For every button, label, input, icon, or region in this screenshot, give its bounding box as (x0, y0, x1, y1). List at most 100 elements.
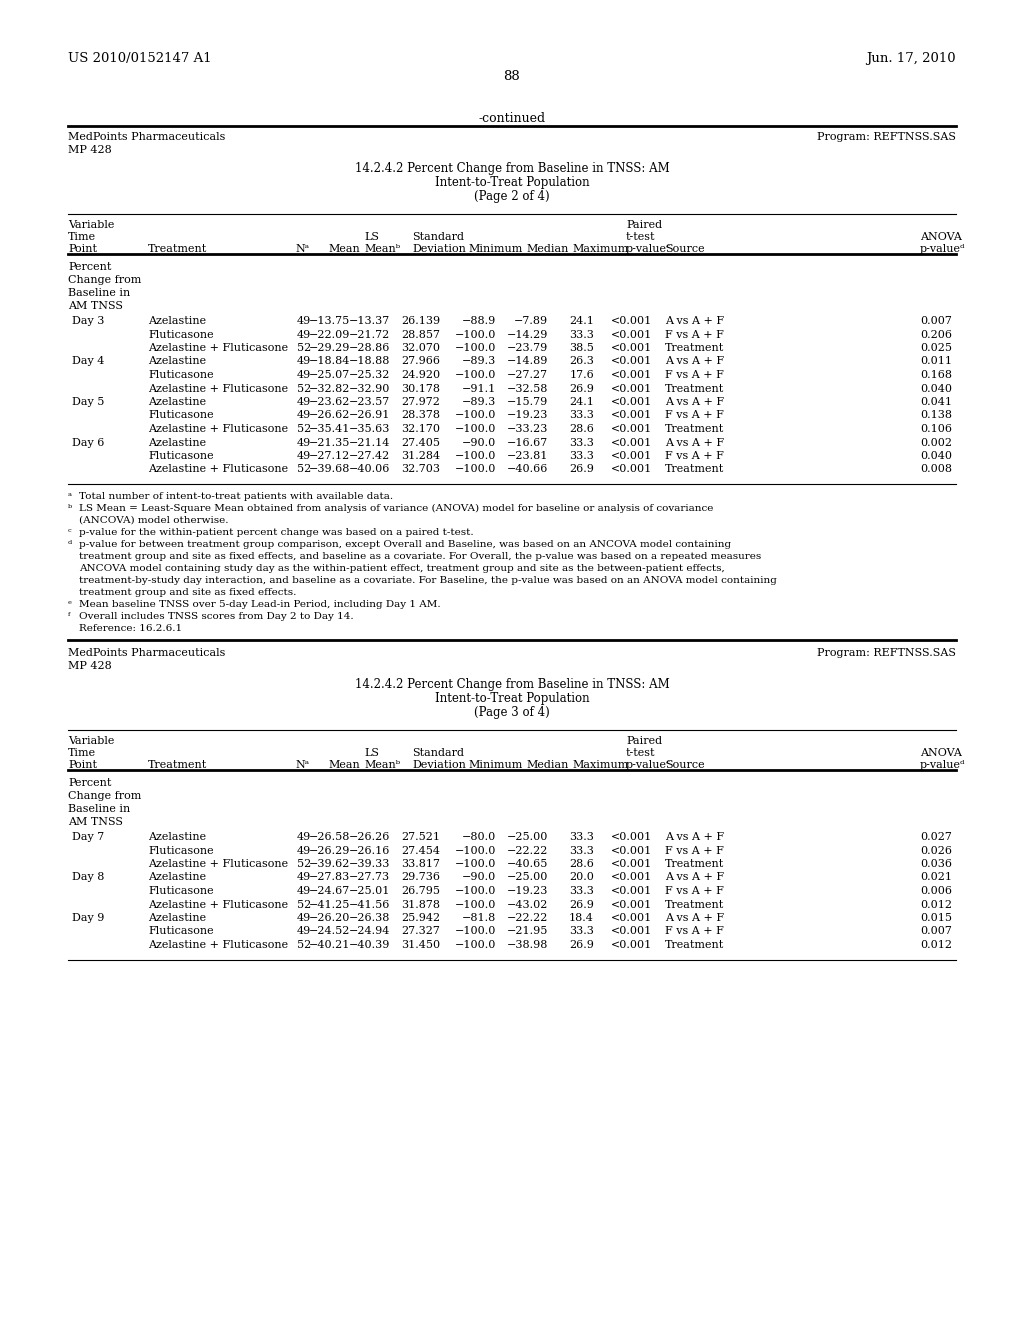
Text: Program: REFTNSS.SAS: Program: REFTNSS.SAS (817, 648, 956, 657)
Text: −27.27: −27.27 (507, 370, 548, 380)
Text: A vs A + F: A vs A + F (665, 356, 724, 367)
Text: LS: LS (364, 232, 379, 242)
Text: 0.011: 0.011 (920, 356, 952, 367)
Text: −13.37: −13.37 (349, 315, 390, 326)
Text: -continued: -continued (478, 112, 546, 125)
Text: MedPoints Pharmaceuticals: MedPoints Pharmaceuticals (68, 648, 225, 657)
Text: 0.008: 0.008 (920, 465, 952, 474)
Text: <0.001: <0.001 (610, 370, 652, 380)
Text: −24.52: −24.52 (308, 927, 350, 936)
Text: 0.012: 0.012 (920, 899, 952, 909)
Text: <0.001: <0.001 (610, 424, 652, 434)
Text: Day 9: Day 9 (72, 913, 104, 923)
Text: 27.454: 27.454 (401, 846, 440, 855)
Text: −26.16: −26.16 (348, 846, 390, 855)
Text: −100.0: −100.0 (455, 927, 496, 936)
Text: Program: REFTNSS.SAS: Program: REFTNSS.SAS (817, 132, 956, 143)
Text: Reference: 16.2.6.1: Reference: 16.2.6.1 (79, 624, 182, 634)
Text: Day 7: Day 7 (72, 832, 104, 842)
Text: −27.42: −27.42 (349, 451, 390, 461)
Text: MP 428: MP 428 (68, 145, 112, 154)
Text: Fluticasone: Fluticasone (148, 927, 214, 936)
Text: −100.0: −100.0 (455, 465, 496, 474)
Text: 49: 49 (297, 315, 311, 326)
Text: <0.001: <0.001 (610, 899, 652, 909)
Text: −91.1: −91.1 (462, 384, 496, 393)
Text: 33.3: 33.3 (569, 330, 594, 339)
Text: −27.73: −27.73 (349, 873, 390, 883)
Text: 49: 49 (297, 873, 311, 883)
Text: −26.62: −26.62 (308, 411, 350, 421)
Text: LS: LS (364, 748, 379, 758)
Text: −32.82: −32.82 (308, 384, 350, 393)
Text: −100.0: −100.0 (455, 846, 496, 855)
Text: 28.6: 28.6 (569, 859, 594, 869)
Text: −13.75: −13.75 (309, 315, 350, 326)
Text: Azelastine: Azelastine (148, 397, 206, 407)
Text: −14.29: −14.29 (507, 330, 548, 339)
Text: 26.9: 26.9 (569, 940, 594, 950)
Text: 33.3: 33.3 (569, 927, 594, 936)
Text: A vs A + F: A vs A + F (665, 873, 724, 883)
Text: p-valueᵈ: p-valueᵈ (920, 244, 966, 253)
Text: <0.001: <0.001 (610, 913, 652, 923)
Text: Azelastine + Fluticasone: Azelastine + Fluticasone (148, 424, 288, 434)
Text: treatment group and site as fixed effects, and baseline as a covariate. For Over: treatment group and site as fixed effect… (79, 552, 761, 561)
Text: Point: Point (68, 244, 97, 253)
Text: 0.040: 0.040 (920, 384, 952, 393)
Text: −41.56: −41.56 (348, 899, 390, 909)
Text: −21.72: −21.72 (349, 330, 390, 339)
Text: A vs A + F: A vs A + F (665, 832, 724, 842)
Text: 52: 52 (297, 465, 311, 474)
Text: F vs A + F: F vs A + F (665, 411, 724, 421)
Text: 25.942: 25.942 (400, 913, 440, 923)
Text: Fluticasone: Fluticasone (148, 370, 214, 380)
Text: −21.95: −21.95 (507, 927, 548, 936)
Text: ANOVA: ANOVA (920, 232, 962, 242)
Text: −39.62: −39.62 (308, 859, 350, 869)
Text: −26.58: −26.58 (308, 832, 350, 842)
Text: −40.39: −40.39 (348, 940, 390, 950)
Text: 52: 52 (297, 424, 311, 434)
Text: 0.006: 0.006 (920, 886, 952, 896)
Text: <0.001: <0.001 (610, 927, 652, 936)
Text: US 2010/0152147 A1: US 2010/0152147 A1 (68, 51, 212, 65)
Text: <0.001: <0.001 (610, 397, 652, 407)
Text: −40.06: −40.06 (348, 465, 390, 474)
Text: ᶜ: ᶜ (68, 528, 72, 537)
Text: ᵇ: ᵇ (68, 504, 72, 513)
Text: Source: Source (665, 760, 705, 770)
Text: 49: 49 (297, 370, 311, 380)
Text: treatment group and site as fixed effects.: treatment group and site as fixed effect… (79, 587, 296, 597)
Text: 88: 88 (504, 70, 520, 83)
Text: ᵈ: ᵈ (68, 540, 73, 549)
Text: Time: Time (68, 232, 96, 242)
Text: Azelastine: Azelastine (148, 913, 206, 923)
Text: 33.3: 33.3 (569, 451, 594, 461)
Text: −33.23: −33.23 (507, 424, 548, 434)
Text: 0.002: 0.002 (920, 437, 952, 447)
Text: −29.29: −29.29 (308, 343, 350, 352)
Text: −100.0: −100.0 (455, 370, 496, 380)
Text: 33.817: 33.817 (401, 859, 440, 869)
Text: 52: 52 (297, 384, 311, 393)
Text: 24.920: 24.920 (400, 370, 440, 380)
Text: −26.20: −26.20 (308, 913, 350, 923)
Text: Day 8: Day 8 (72, 873, 104, 883)
Text: −81.8: −81.8 (462, 913, 496, 923)
Text: −100.0: −100.0 (455, 940, 496, 950)
Text: Fluticasone: Fluticasone (148, 411, 214, 421)
Text: 14.2.4.2 Percent Change from Baseline in TNSS: AM: 14.2.4.2 Percent Change from Baseline in… (354, 678, 670, 690)
Text: ANOVA: ANOVA (920, 748, 962, 758)
Text: 27.405: 27.405 (401, 437, 440, 447)
Text: ᵃ: ᵃ (68, 492, 72, 502)
Text: 14.2.4.2 Percent Change from Baseline in TNSS: AM: 14.2.4.2 Percent Change from Baseline in… (354, 162, 670, 176)
Text: F vs A + F: F vs A + F (665, 846, 724, 855)
Text: Treatment: Treatment (665, 940, 724, 950)
Text: 33.3: 33.3 (569, 437, 594, 447)
Text: −89.3: −89.3 (462, 356, 496, 367)
Text: −100.0: −100.0 (455, 451, 496, 461)
Text: (Page 2 of 4): (Page 2 of 4) (474, 190, 550, 203)
Text: 31.878: 31.878 (401, 899, 440, 909)
Text: 38.5: 38.5 (569, 343, 594, 352)
